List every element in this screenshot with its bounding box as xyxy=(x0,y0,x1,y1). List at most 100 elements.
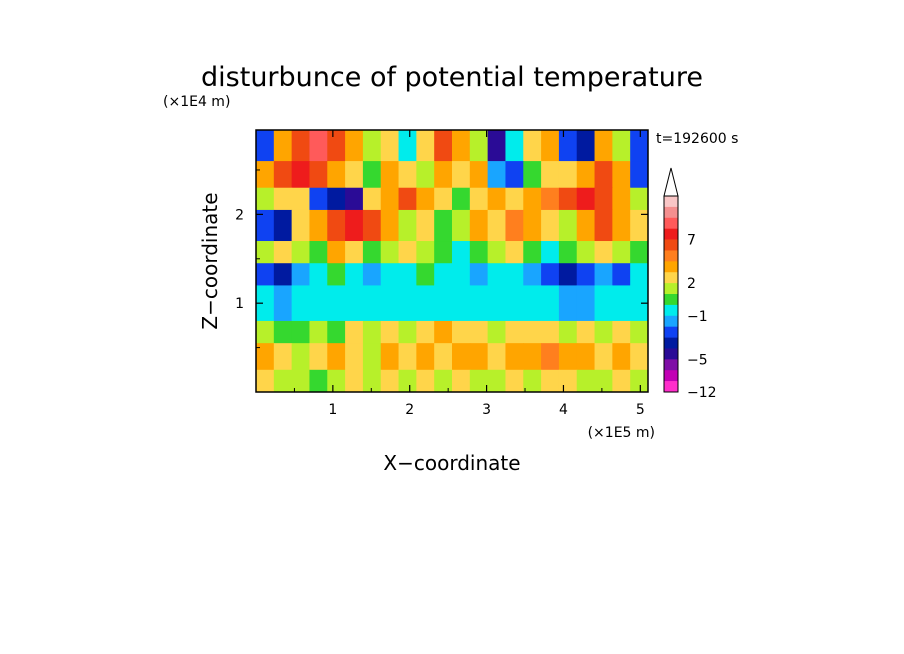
heatmap-cell xyxy=(452,187,471,211)
heatmap-cell xyxy=(541,209,560,242)
heatmap-cell xyxy=(558,343,578,371)
heatmap-cell xyxy=(523,320,542,344)
heatmap-cell xyxy=(362,343,382,371)
heatmap-cell xyxy=(469,369,489,392)
heatmap-cell xyxy=(452,343,471,371)
heatmap-cell xyxy=(469,263,489,287)
heatmap-cell xyxy=(487,369,507,392)
heatmap-cell xyxy=(380,161,400,189)
heatmap-cell xyxy=(309,285,328,322)
heatmap-cell xyxy=(576,161,596,189)
heatmap-cell xyxy=(487,285,507,322)
heatmap-cell xyxy=(612,161,631,189)
heatmap-cell xyxy=(345,241,364,264)
y-axis: 12 xyxy=(235,169,648,349)
colorbar-swatch xyxy=(664,304,678,317)
heatmap-cell xyxy=(558,187,578,211)
heatmap-cell xyxy=(612,343,631,371)
x-axis: 1 2 3 4 5 xyxy=(293,130,645,418)
heatmap-cell xyxy=(541,241,560,264)
heatmap-cell xyxy=(256,343,275,371)
heatmap-cell xyxy=(273,369,293,392)
heatmap-cell xyxy=(309,241,328,264)
heatmap-cell xyxy=(469,241,489,264)
heatmap-cell xyxy=(362,241,382,264)
heatmap-cell xyxy=(327,209,346,242)
heatmap-cell xyxy=(291,285,311,322)
heatmap-cell xyxy=(434,241,453,264)
colorbar-swatch xyxy=(664,381,678,393)
heatmap-cell xyxy=(505,263,524,287)
chart-title: disturbunce of potential temperature xyxy=(201,62,703,93)
x-unit-label: (×1E5 m) xyxy=(588,425,655,441)
heatmap-cell xyxy=(505,369,524,392)
heatmap-cell xyxy=(594,343,613,371)
heatmap-cell xyxy=(505,320,524,344)
heatmap-cell xyxy=(398,209,417,242)
heatmap-cell xyxy=(612,369,631,392)
heatmap-cell xyxy=(256,209,275,242)
heatmap-cell xyxy=(487,161,507,189)
heatmap-cell xyxy=(523,285,542,322)
heatmap-cell xyxy=(523,130,542,162)
y-axis-label: Z−coordinate xyxy=(198,192,222,329)
heatmap-cell xyxy=(487,343,507,371)
heatmap-cell xyxy=(594,263,613,287)
colorbar-frame xyxy=(663,195,679,393)
heatmap-cell xyxy=(327,369,346,392)
heatmap-cell xyxy=(469,343,489,371)
colorbar-swatch xyxy=(664,239,678,251)
heatmap-cell xyxy=(612,263,631,287)
heatmap-cell xyxy=(345,369,364,392)
heatmap-cell xyxy=(523,209,542,242)
heatmap-cell xyxy=(469,187,489,211)
heatmap-cell xyxy=(309,161,328,189)
heatmap-cell xyxy=(398,241,417,264)
heatmap-cell xyxy=(576,187,596,211)
heatmap-cell xyxy=(469,285,489,322)
heatmap-cell xyxy=(273,263,293,287)
heatmap-cell xyxy=(327,343,346,371)
heatmap-cell xyxy=(273,285,293,322)
heatmap-cell xyxy=(576,209,596,242)
heatmap-cell xyxy=(416,130,435,162)
heatmap-cell xyxy=(416,320,435,344)
heatmap-cell xyxy=(487,209,507,242)
heatmap-cell xyxy=(309,343,328,371)
heatmap-cell xyxy=(630,285,648,322)
colorbar-tick-label: −12 xyxy=(687,385,717,401)
heatmap-cell xyxy=(309,209,328,242)
heatmap-cell xyxy=(434,130,453,162)
heatmap-cell xyxy=(523,187,542,211)
heatmap-cell xyxy=(434,369,453,392)
heatmap-cell xyxy=(576,285,596,322)
colorbar-tick-label: 2 xyxy=(687,276,696,292)
heatmap-cell xyxy=(273,161,293,189)
heatmap-cell xyxy=(612,285,631,322)
heatmap-cell xyxy=(256,187,275,211)
colorbar-swatch xyxy=(664,261,678,273)
heatmap-cell xyxy=(576,241,596,264)
colorbar-tick-label: 7 xyxy=(687,233,696,249)
heatmap-cell xyxy=(398,369,417,392)
heatmap-cell xyxy=(469,209,489,242)
heatmap-cell xyxy=(434,343,453,371)
y-tick-label: 2 xyxy=(235,207,244,223)
heatmap-cell xyxy=(345,209,364,242)
x-tick-label: 2 xyxy=(405,402,414,418)
heatmap-cell xyxy=(291,209,311,242)
heatmap-cell xyxy=(345,285,364,322)
heatmap-cell xyxy=(612,209,631,242)
heatmap-cell xyxy=(291,161,311,189)
heatmap-cell xyxy=(256,130,275,162)
heatmap-cell xyxy=(416,285,435,322)
heatmap-cell xyxy=(291,320,311,344)
heatmap-cell xyxy=(309,187,328,211)
heatmap-cell xyxy=(541,187,560,211)
x-tick-label: 3 xyxy=(482,402,491,418)
colorbar-tick-label: −5 xyxy=(687,352,708,368)
colorbar-swatch xyxy=(664,250,678,262)
heatmap-cell xyxy=(434,161,453,189)
heatmap-cell xyxy=(523,263,542,287)
heatmap-field xyxy=(256,130,648,392)
